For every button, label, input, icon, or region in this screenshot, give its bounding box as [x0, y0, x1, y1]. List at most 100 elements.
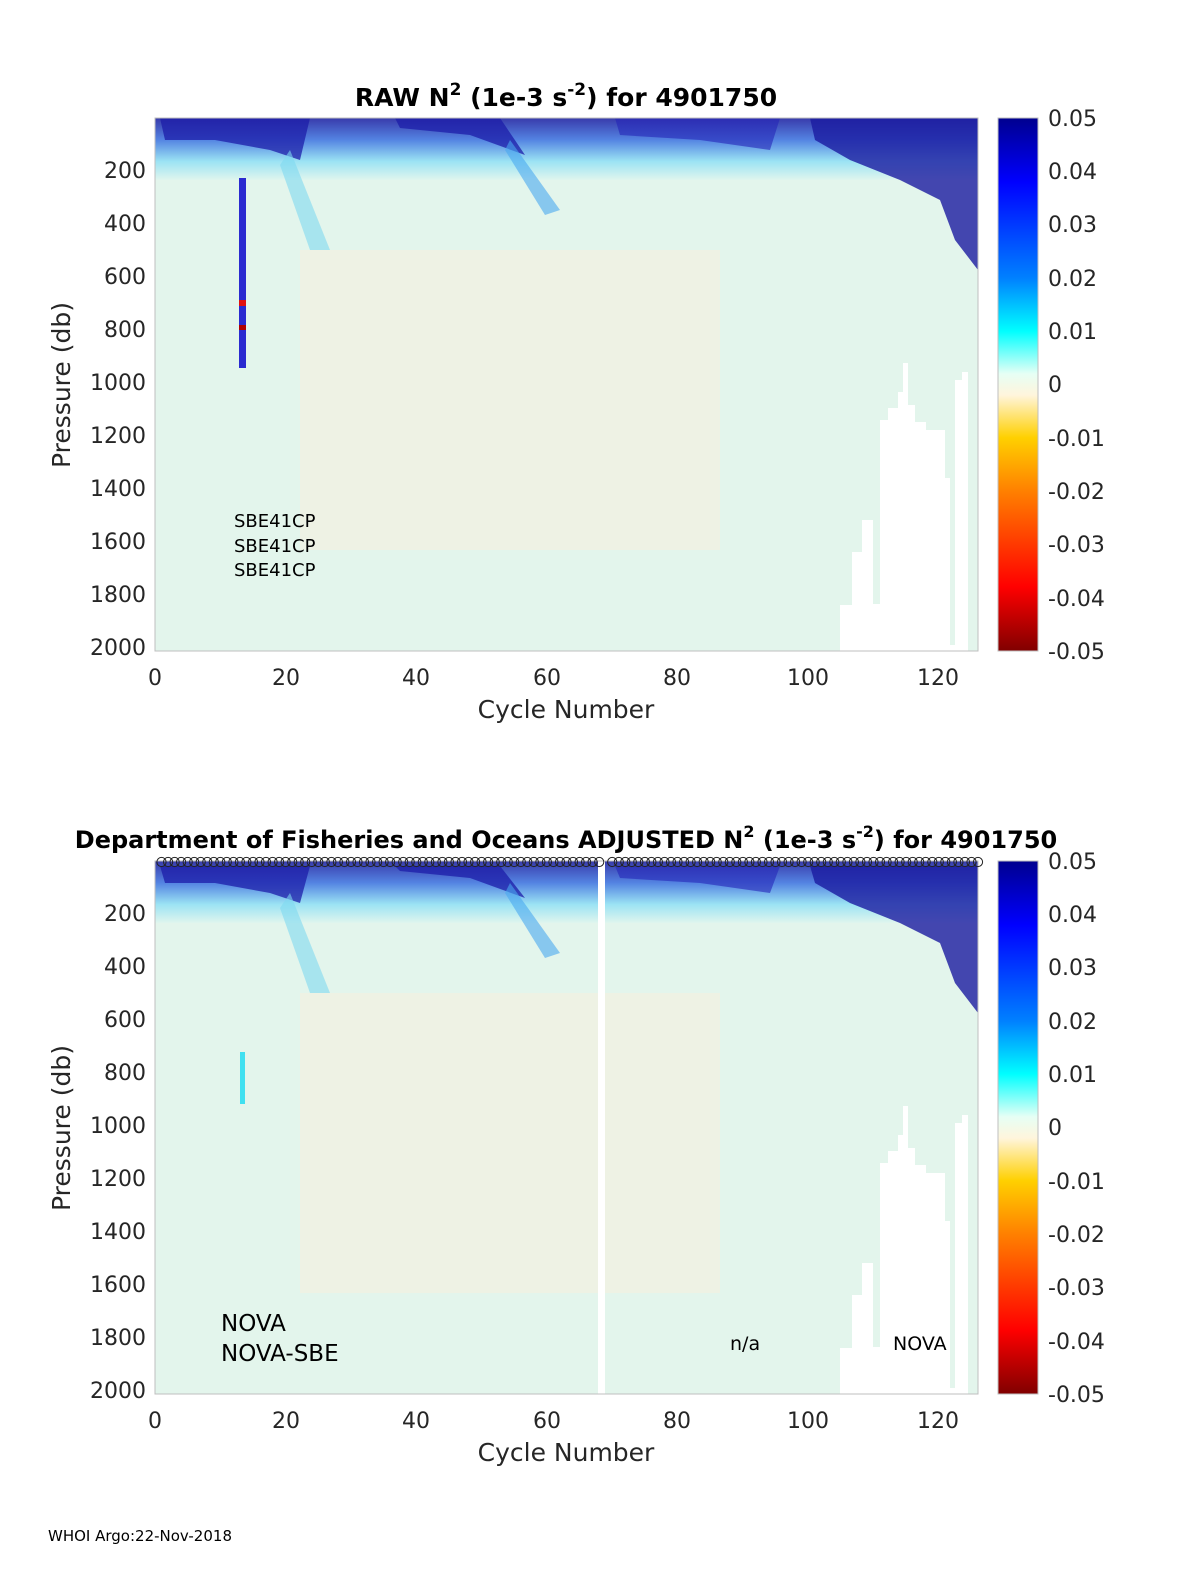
panel-2-cbtick: 0.04 [1048, 903, 1097, 928]
panel-2-x-ticks: 0 20 40 60 80 100 120 [148, 1409, 959, 1434]
qc-marker-circle [633, 856, 644, 868]
panel-1-anomaly-column [239, 178, 246, 368]
qc-marker-circle [378, 856, 389, 868]
qc-marker-circle [907, 856, 918, 868]
qc-marker-circle [254, 856, 265, 868]
qc-marker-circle [463, 856, 474, 868]
panel-2-ylabel: Pressure (db) [47, 1045, 76, 1211]
panel-2-cbtick: 0.01 [1048, 1063, 1097, 1088]
qc-marker-circle [339, 856, 350, 868]
qc-marker-circle [443, 856, 454, 868]
qc-marker-circle [365, 856, 376, 868]
qc-marker-circle [698, 856, 709, 868]
panel-1-anomaly-red-b [239, 325, 246, 330]
qc-marker-circle [776, 856, 788, 868]
panel-2-method-label: NOVA [221, 1311, 286, 1337]
panel-1-thermocline-b [505, 140, 560, 215]
panel-2-surface-patch-d [810, 866, 978, 1013]
panel-2-ytick: 1400 [90, 1220, 146, 1245]
qc-marker-circle [287, 856, 298, 868]
qc-marker-circle [665, 856, 677, 868]
panel-1-y-ticks: 200 400 600 800 1000 1200 1400 1600 1800… [90, 159, 146, 661]
panel-2-ytick: 1800 [90, 1326, 146, 1351]
qc-marker-circle [901, 856, 912, 868]
panel-2-cbtick: 0.03 [1048, 956, 1097, 981]
panel-2-adjusted-column [240, 1052, 245, 1104]
qc-marker-circle [842, 856, 853, 868]
panel-2-ytick: 1600 [90, 1273, 146, 1298]
panel-1-nodata-region [840, 363, 968, 651]
qc-marker-circle [274, 856, 285, 868]
panel-1-sensor-label: SBE41CP [234, 511, 316, 532]
panel-2-cbtick: -0.01 [1048, 1170, 1105, 1195]
qc-marker-circle [966, 856, 977, 868]
qc-marker-circle [920, 856, 931, 868]
panel-2-method-label: NOVA [893, 1333, 947, 1355]
qc-marker-circle [156, 856, 167, 868]
qc-marker-circle [692, 856, 703, 868]
qc-marker-circle [711, 856, 722, 868]
qc-marker-circle [313, 856, 324, 868]
qc-marker-circle [398, 856, 409, 868]
qc-marker-circle [221, 856, 232, 868]
panel-2-xtick: 60 [533, 1409, 561, 1434]
panel-2-cbtick: 0.05 [1048, 850, 1097, 875]
qc-marker-circle [790, 856, 801, 868]
panel-2-xtick: 40 [402, 1409, 430, 1434]
qc-marker-circle [430, 856, 441, 868]
panel-2-y-ticks: 200 400 600 800 1000 1200 1400 1600 1800… [90, 902, 146, 1404]
qc-marker-circle [763, 856, 775, 868]
qc-marker-circle [306, 856, 317, 868]
panel-2-xlabel: Cycle Number [478, 1438, 655, 1467]
qc-marker-circle [404, 856, 415, 868]
panel-2-surface-patch-c [615, 866, 780, 893]
qc-marker-circle [424, 856, 435, 868]
qc-marker-circle [757, 856, 768, 868]
qc-marker-circle [750, 856, 762, 868]
panel-1-cbtick: -0.05 [1048, 640, 1105, 665]
raw-n2-panel: RAW N2 (1e-3 s-2) for 4901750 200 [47, 80, 1105, 724]
panel-2-ytick: 1000 [90, 1114, 146, 1139]
qc-marker-circle [620, 856, 631, 868]
panel-1-ytick: 1200 [90, 424, 146, 449]
panel-1-cbtick: 0 [1048, 373, 1062, 398]
qc-marker-circle [548, 856, 559, 868]
panel-1-surface-patch-b [395, 118, 525, 155]
panel-1-surface-patch-c [615, 118, 780, 150]
qc-marker-circle [724, 856, 735, 868]
qc-marker-circle [809, 856, 820, 868]
panel-2-method-label: NOVA-SBE [221, 1341, 339, 1367]
qc-marker-circle [358, 856, 370, 868]
panel-2-nodata-region [840, 1106, 968, 1394]
panel-1-ytick: 1400 [90, 477, 146, 502]
panel-2-surface-patch-a [160, 866, 310, 903]
panel-2-cbtick: -0.04 [1048, 1330, 1105, 1355]
panel-2-xtick: 80 [663, 1409, 691, 1434]
qc-marker-circle [293, 856, 304, 868]
panel-2-ytick: 400 [104, 955, 146, 980]
qc-marker-circle [607, 856, 618, 868]
qc-marker-circle [587, 856, 598, 868]
qc-marker-circle [535, 856, 546, 868]
panel-1-thermocline-a [280, 150, 330, 250]
qc-marker-circle [522, 856, 533, 868]
panel-1-cbtick: 0.03 [1048, 213, 1097, 238]
panel-1-ytick: 1600 [90, 530, 146, 555]
qc-marker-circle [554, 856, 566, 868]
qc-marker-circle [509, 856, 520, 868]
panel-1-cbtick: 0.04 [1048, 160, 1097, 185]
qc-marker-circle [581, 856, 592, 868]
panel-1-ytick: 1000 [90, 371, 146, 396]
panel-1-colorbar: 0.05 0.04 0.03 0.02 0.01 0 -0.01 -0.02 -… [997, 107, 1105, 665]
qc-marker-circle [280, 856, 291, 868]
qc-marker-circle [326, 856, 337, 868]
panel-1-cbtick: -0.02 [1048, 480, 1105, 505]
panel-1-interior-tint [300, 250, 720, 550]
qc-marker-circle [927, 856, 938, 868]
qc-marker-circle [659, 856, 670, 868]
qc-marker-circle [208, 856, 219, 868]
qc-marker-circle [437, 856, 448, 868]
panel-1-surface-patch-d [810, 118, 978, 270]
qc-marker-circle [567, 856, 579, 868]
qc-marker-circle [528, 856, 539, 868]
